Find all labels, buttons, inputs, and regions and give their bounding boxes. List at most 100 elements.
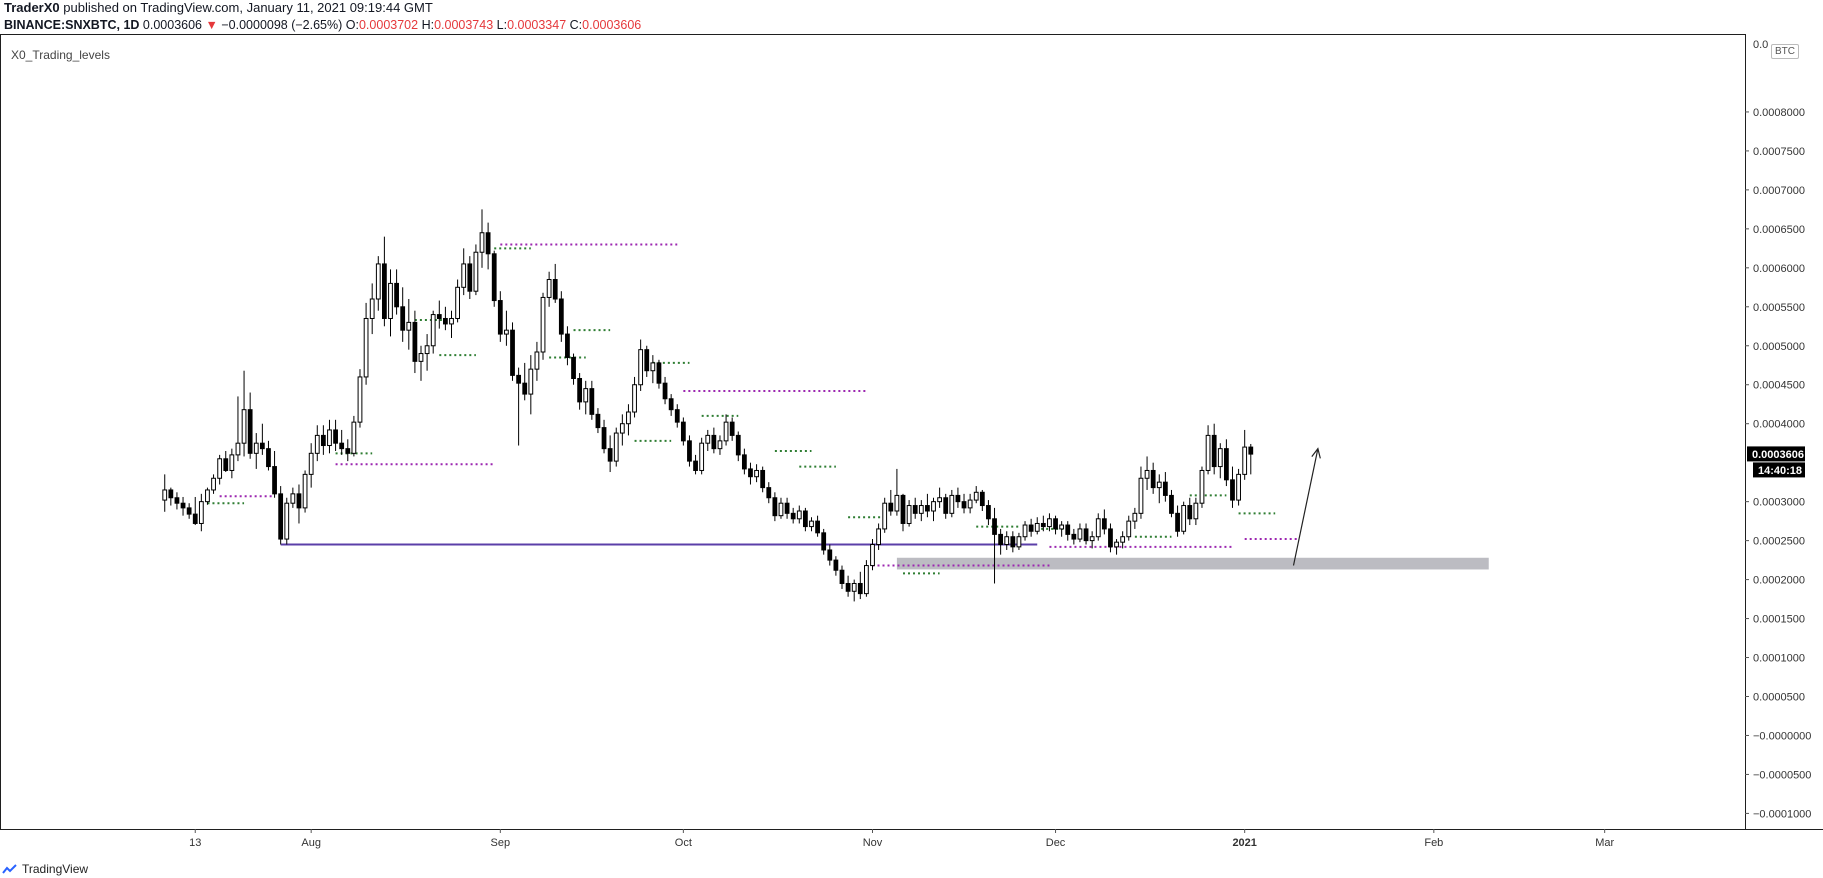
candle-body-down bbox=[729, 421, 735, 436]
candle-body-up bbox=[473, 251, 479, 292]
candle bbox=[1223, 439, 1229, 487]
candle bbox=[821, 528, 827, 555]
y-tick-label: −0.0001000 bbox=[1753, 808, 1811, 820]
candle-body-up bbox=[375, 263, 381, 300]
candle-body-up bbox=[809, 520, 814, 528]
candle bbox=[290, 487, 296, 508]
candle bbox=[778, 497, 784, 519]
price-axis[interactable]: 0.00080000.00075000.00070000.00065000.00… bbox=[1745, 39, 1811, 820]
candle bbox=[1114, 539, 1119, 555]
candle bbox=[870, 539, 875, 571]
open-value: 0.0003702 bbox=[358, 18, 419, 32]
candle-body-up bbox=[1004, 536, 1010, 546]
candle bbox=[406, 299, 412, 350]
candle-body-up bbox=[430, 314, 436, 347]
indicator-label[interactable]: X0_Trading_levels bbox=[11, 48, 110, 62]
candle-body-up bbox=[1138, 477, 1144, 514]
price-tags: 0.0003606 14:40:18 bbox=[1747, 446, 1805, 478]
footer-brand[interactable]: TradingView bbox=[22, 862, 89, 876]
candle bbox=[833, 556, 839, 576]
candle-body-down bbox=[955, 494, 961, 503]
candle-body-up bbox=[931, 501, 936, 512]
candle bbox=[357, 369, 363, 428]
candle-body-up bbox=[870, 544, 875, 567]
candle bbox=[162, 474, 168, 512]
candle-body-down bbox=[436, 314, 442, 319]
candle bbox=[565, 326, 570, 366]
candle bbox=[479, 209, 485, 268]
candle bbox=[973, 486, 979, 504]
chart-header: TraderX0 published on TradingView.com, J… bbox=[2, 0, 1202, 34]
candle bbox=[1150, 462, 1156, 494]
candle-body-up bbox=[851, 582, 857, 592]
x-tick-label: Sep bbox=[491, 837, 511, 849]
candle-body-up bbox=[1059, 524, 1065, 530]
candle bbox=[272, 450, 277, 498]
candle-body-up bbox=[534, 351, 540, 370]
candle bbox=[430, 310, 436, 354]
candle-body-up bbox=[479, 232, 485, 253]
candle-body-down bbox=[815, 520, 820, 534]
candle-body-down bbox=[900, 494, 906, 524]
candle-body-up bbox=[418, 353, 424, 362]
candle bbox=[857, 571, 863, 600]
candle-body-up bbox=[613, 432, 619, 462]
candle bbox=[748, 462, 753, 485]
candle-body-up bbox=[876, 528, 881, 546]
published-text: published on TradingView.com, January 11… bbox=[59, 0, 433, 15]
candle-body-down bbox=[571, 356, 576, 379]
currency-badge[interactable]: BTC bbox=[1771, 44, 1799, 59]
candle-body-up bbox=[241, 409, 247, 444]
candle bbox=[1193, 497, 1199, 526]
trading-levels bbox=[207, 243, 1300, 575]
y-tick-label: 0.0005500 bbox=[1753, 302, 1805, 314]
candle bbox=[589, 380, 595, 420]
candle-body-up bbox=[1016, 536, 1022, 548]
candle bbox=[333, 419, 338, 451]
candle-body-up bbox=[388, 282, 393, 319]
candle bbox=[827, 544, 833, 566]
candle bbox=[1242, 429, 1248, 480]
candle-body-down bbox=[888, 502, 894, 512]
symbol-label[interactable]: BINANCE:SNXBTC, 1D bbox=[4, 18, 140, 32]
candle-body-down bbox=[577, 378, 583, 403]
candle-body-up bbox=[918, 505, 924, 514]
y-tick-label: 0.0001500 bbox=[1753, 614, 1805, 626]
candle bbox=[1034, 517, 1040, 535]
candle-body-up bbox=[1144, 469, 1150, 479]
candle-body-up bbox=[455, 286, 460, 319]
candle bbox=[687, 435, 692, 467]
x-tick-label: 13 bbox=[189, 837, 201, 849]
candle bbox=[571, 353, 576, 385]
candle bbox=[528, 355, 534, 415]
candle-body-up bbox=[796, 510, 802, 520]
candle bbox=[619, 414, 625, 446]
candle-body-down bbox=[1223, 448, 1229, 481]
quote-line: BINANCE:SNXBTC, 1D 0.0003606 ▼ −0.000009… bbox=[4, 17, 641, 33]
candle-body-down bbox=[1248, 446, 1254, 455]
candle-body-down bbox=[662, 382, 668, 400]
x-tick-label: 2021 bbox=[1232, 837, 1256, 849]
candle bbox=[961, 493, 967, 514]
open-label: O: bbox=[345, 18, 359, 32]
candle bbox=[937, 487, 943, 508]
y-tick-label: 0.0002000 bbox=[1753, 575, 1805, 587]
candle bbox=[259, 423, 265, 455]
chart-frame[interactable]: 0.0008000 0.0007500 0.0007000 0.0006500 0.00… bbox=[0, 34, 1823, 866]
candle-body-up bbox=[253, 442, 259, 454]
candle-body-up bbox=[864, 565, 869, 595]
candle-body-down bbox=[943, 497, 949, 514]
author-name[interactable]: TraderX0 bbox=[4, 0, 60, 15]
candle-body-down bbox=[1187, 505, 1193, 520]
candle-body-up bbox=[717, 440, 723, 450]
candle bbox=[845, 575, 851, 597]
candles bbox=[162, 209, 1254, 602]
candle-body-down bbox=[266, 448, 271, 468]
candle bbox=[900, 493, 906, 532]
candle bbox=[949, 489, 955, 518]
candlestick-chart[interactable]: 0.00080000.00075000.00070000.00065000.00… bbox=[0, 34, 1823, 866]
candle-body-up bbox=[1193, 502, 1199, 520]
time-axis[interactable]: 13 Aug Sep Oct Nov Dec 2021 Feb Mar bbox=[189, 829, 1614, 849]
candle-body-down bbox=[839, 569, 845, 584]
arrow-shaft bbox=[1292, 448, 1319, 566]
